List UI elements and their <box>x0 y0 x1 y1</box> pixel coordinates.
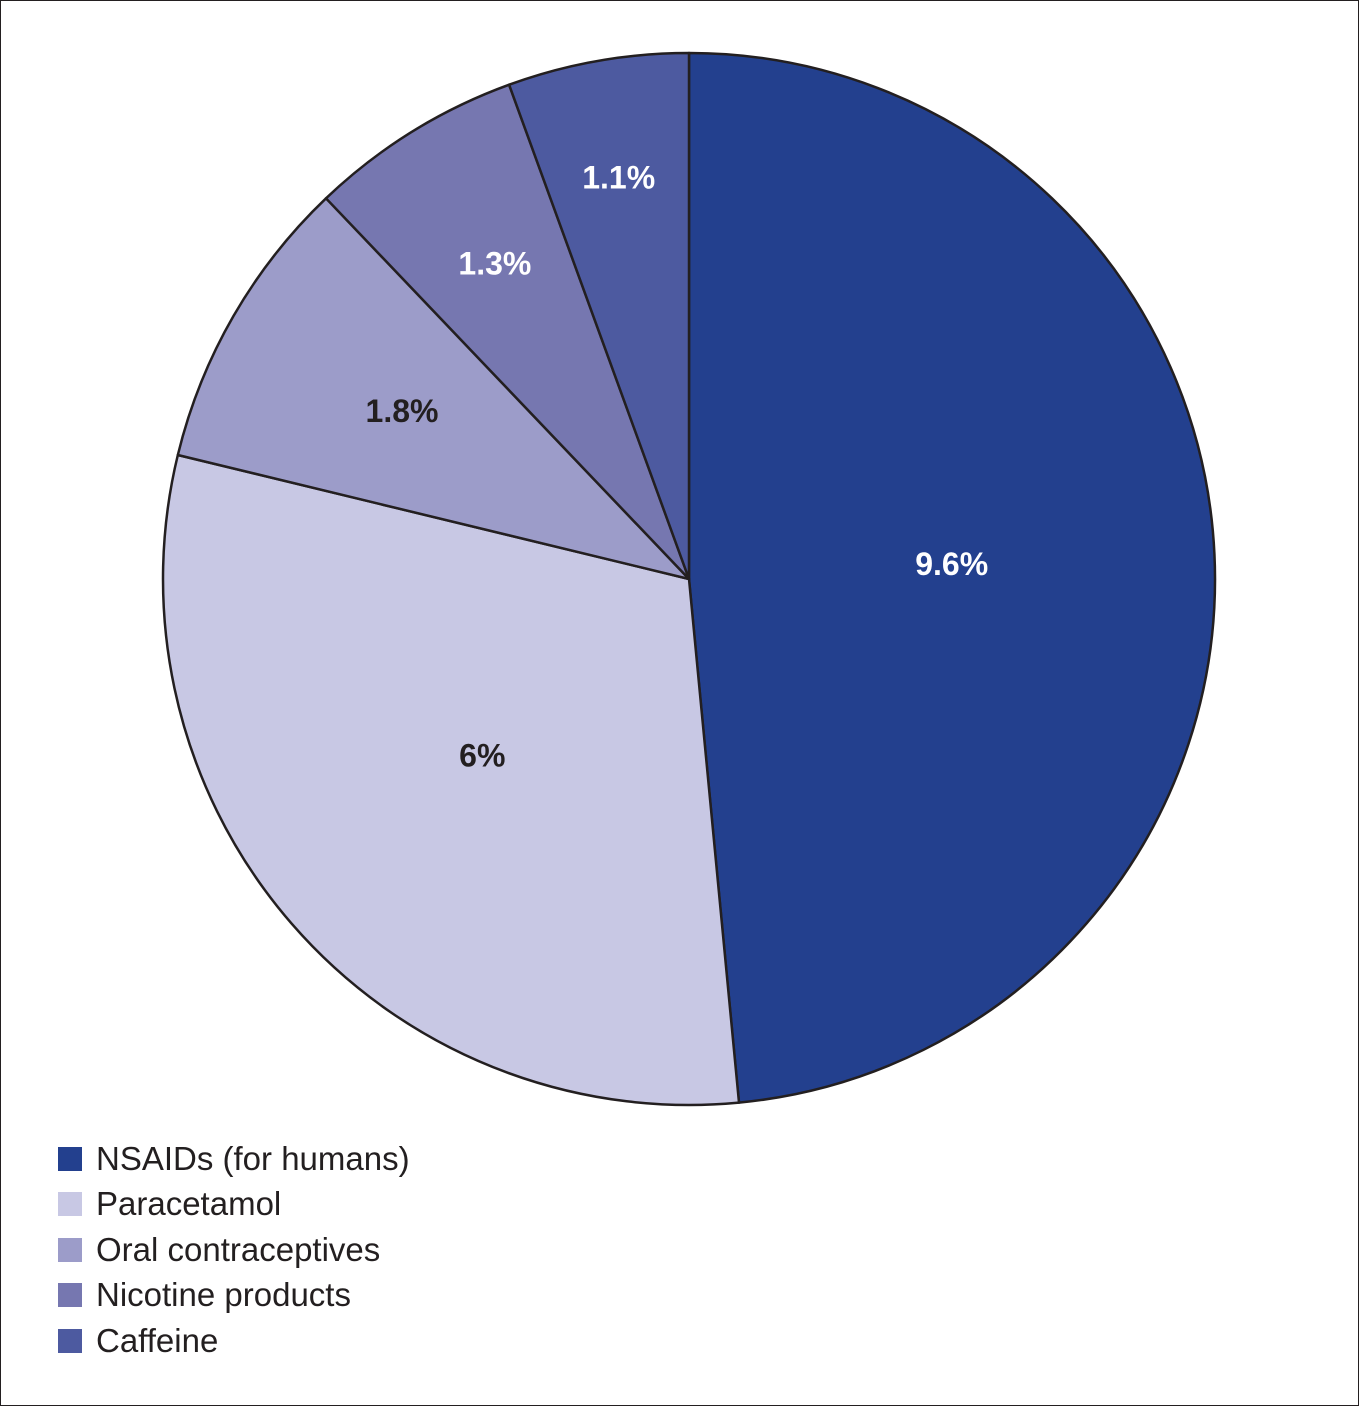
pie-slice-nicotine-products <box>324 83 691 581</box>
legend-swatch <box>58 1237 82 1262</box>
legend-label: Paracetamol <box>96 1185 282 1223</box>
slice-value-label-caffeine: 1.1% <box>582 160 655 196</box>
slice-value-label-paracetamol: 6% <box>459 738 505 774</box>
slice-value-label-nicotine-products: 1.3% <box>458 246 531 282</box>
legend-item-caffeine: Caffeine <box>58 1318 410 1364</box>
legend-item-paracetamol: Paracetamol <box>58 1182 410 1228</box>
legend-label: Oral contraceptives <box>96 1230 381 1268</box>
slice-value-label-nsaids: 9.6% <box>915 546 988 582</box>
legend-item-oral-contraceptives: Oral contraceptives <box>58 1227 410 1273</box>
pie-slice-paracetamol <box>161 453 741 1107</box>
pie-slice-nsaids <box>687 51 1217 1104</box>
legend-label: Nicotine products <box>96 1276 351 1314</box>
pie-slice-caffeine <box>507 51 691 581</box>
legend-swatch <box>58 1192 82 1217</box>
legend-label: NSAIDs (for humans) <box>96 1139 410 1177</box>
slice-value-label-oral-contraceptives: 1.8% <box>366 393 439 429</box>
legend-item-nsaids: NSAIDs (for humans) <box>58 1136 410 1182</box>
legend: NSAIDs (for humans) Paracetamol Oral con… <box>58 1136 410 1364</box>
legend-item-nicotine-products: Nicotine products <box>58 1273 410 1319</box>
legend-swatch <box>58 1146 82 1171</box>
legend-label: Caffeine <box>96 1321 219 1359</box>
legend-swatch <box>58 1283 82 1308</box>
legend-swatch <box>58 1328 82 1353</box>
pie-slice-oral-contraceptives <box>176 197 691 581</box>
